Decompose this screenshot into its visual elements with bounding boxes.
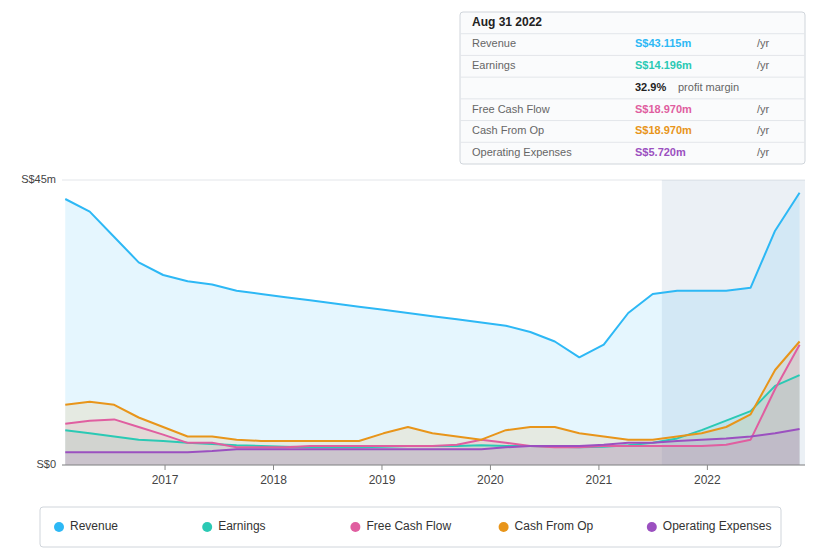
- x-tick: [165, 465, 166, 470]
- x-tick-label: 2020: [477, 473, 504, 487]
- info-divider: [460, 55, 805, 56]
- x-tick: [490, 465, 491, 470]
- legend-label: Earnings: [218, 519, 265, 533]
- x-axis-line: [62, 465, 805, 466]
- series-line: [65, 429, 799, 452]
- area-fill: [65, 193, 799, 465]
- info-box-frame: [460, 12, 805, 164]
- legend-frame: [40, 507, 781, 547]
- x-tick-label: 2017: [152, 473, 179, 487]
- info-box: Aug 31 2022 Revenue S$43.115m/yr Earnings S$…: [460, 12, 805, 164]
- info-divider: [460, 98, 805, 99]
- info-divider: [460, 33, 805, 34]
- legend-label: Revenue: [70, 519, 118, 533]
- y-tick-label: S$0: [36, 458, 56, 470]
- legend: Revenue Earnings Free Cash Flow Cash From O…: [40, 507, 781, 547]
- area-fill: [65, 342, 799, 466]
- info-suffix: /yr: [757, 124, 770, 136]
- legend-swatch: [202, 522, 212, 532]
- grid-line: [62, 465, 805, 466]
- plot-area: [65, 180, 805, 465]
- x-tick-label: 2022: [694, 473, 721, 487]
- chart: S$0 S$45m 2017 2018 2019 2020 2021 2022 Aug 31 2…: [0, 0, 821, 560]
- series-line: [65, 375, 799, 447]
- x-tick-label: 2021: [586, 473, 613, 487]
- x-tick: [273, 465, 274, 470]
- grid: [62, 180, 805, 465]
- info-divider: [460, 142, 805, 143]
- x-tick-label: 2019: [369, 473, 396, 487]
- x-tick: [598, 465, 599, 470]
- x-tick-label: 2018: [260, 473, 287, 487]
- series-line: [65, 193, 799, 358]
- series-line: [65, 342, 799, 441]
- info-value: S$43.115m: [635, 37, 691, 49]
- legend-label: Operating Expenses: [663, 519, 772, 533]
- area-fill: [65, 375, 799, 465]
- info-suffix: /yr: [757, 37, 770, 49]
- info-suffix: /yr: [757, 103, 770, 115]
- info-label: Revenue: [472, 37, 516, 49]
- info-suffix: /yr: [757, 146, 770, 158]
- info-label: Operating Expenses: [472, 146, 572, 158]
- info-divider: [460, 77, 805, 78]
- info-suffix: profit margin: [678, 81, 739, 93]
- x-tick: [381, 465, 382, 470]
- legend-swatch: [499, 522, 509, 532]
- info-value: S$5.720m: [635, 146, 686, 158]
- info-value: S$18.970m: [635, 103, 692, 115]
- legend-swatch: [350, 522, 360, 532]
- legend-label: Cash From Op: [515, 519, 594, 533]
- legend-swatch: [54, 522, 64, 532]
- info-value: 32.9%: [635, 81, 666, 93]
- info-divider: [460, 120, 805, 121]
- info-label: Cash From Op: [472, 124, 544, 136]
- info-date: Aug 31 2022: [472, 15, 542, 29]
- y-tick-label: S$45m: [21, 173, 56, 185]
- info-value: S$14.196m: [635, 59, 692, 71]
- x-tick: [707, 465, 708, 470]
- legend-label: Free Cash Flow: [366, 519, 451, 533]
- legend-swatch: [647, 522, 657, 532]
- info-label: Earnings: [472, 59, 516, 71]
- info-suffix: /yr: [757, 59, 770, 71]
- info-label: Free Cash Flow: [472, 103, 550, 115]
- info-value: S$18.970m: [635, 124, 692, 136]
